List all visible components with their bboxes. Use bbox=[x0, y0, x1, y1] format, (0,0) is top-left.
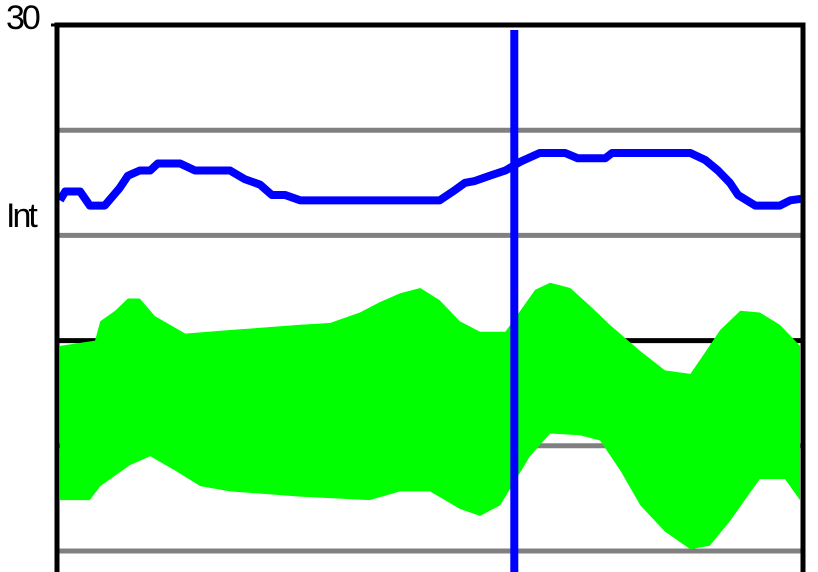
y-tick-label: 30 bbox=[6, 0, 40, 37]
range-band bbox=[59, 282, 801, 550]
line bbox=[56, 148, 804, 210]
plot-frame bbox=[54, 22, 806, 572]
y-axis-label: Int bbox=[6, 197, 38, 235]
